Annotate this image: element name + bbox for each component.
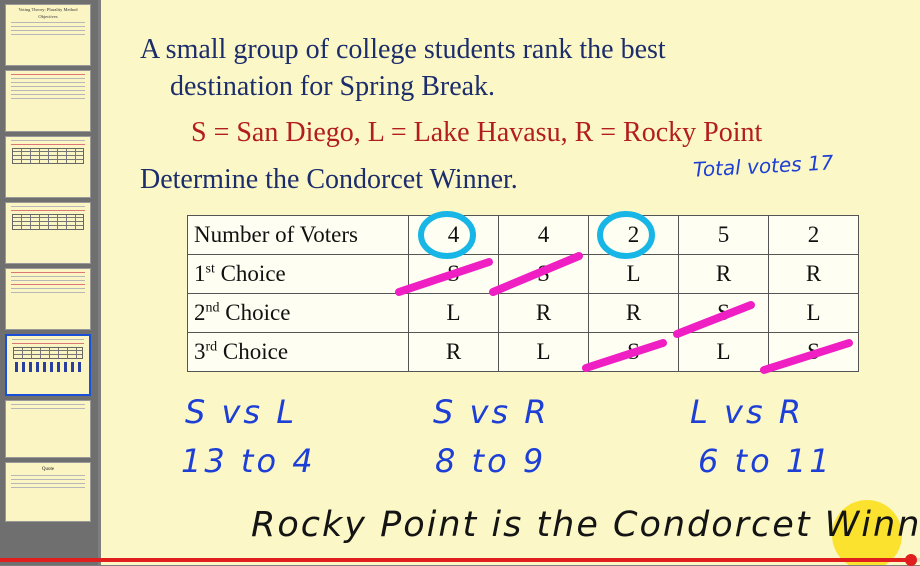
video-progress-bar[interactable] [0,558,920,562]
choice-cell: S [498,254,589,294]
choice-cell: S [768,332,859,372]
choice-cell: L [588,254,679,294]
voter-count-cell: 4 [498,215,589,255]
slide-canvas: A small group of college students rank t… [101,0,920,565]
slide-thumbnail-1[interactable]: Voting Theory: Plurality Method Objectiv… [5,4,91,66]
choice-cell: L [768,293,859,333]
question-line-1: A small group of college students rank t… [140,34,666,65]
thumbnail-title: Voting Theory: Plurality Method [18,7,78,12]
slide-thumbnail-7[interactable] [5,400,91,458]
conclusion-note: Rocky Point is the Condorcet Winner. [251,505,920,545]
choice-cell: L [408,293,499,333]
pairwise-score: 8 to 9 [435,442,547,480]
pairwise-score: 6 to 11 [698,442,833,480]
task-statement: Determine the Condorcet Winner. [140,164,518,195]
slide-thumbnail-2[interactable] [5,70,91,132]
choice-cell: R [588,293,679,333]
choice-cell: S [408,254,499,294]
thumbnail-subtitle: Objectives [38,14,58,19]
header-cell: Number of Voters [187,215,409,255]
preference-table: Number of Voters 4 4 2 5 2 1st Choice S … [187,215,859,372]
choice-cell: R [678,254,769,294]
row-label: 1st Choice [187,254,409,294]
row-label: 2nd Choice [187,293,409,333]
slide-thumbnail-8[interactable]: Quote [5,462,91,522]
choice-cell: L [498,332,589,372]
pairwise-label: S vs R [433,393,550,431]
slide-thumbnail-5[interactable] [5,268,91,330]
thumbnail-quote-title: Quote [41,467,55,472]
slide-thumbnail-panel: Voting Theory: Plurality Method Objectiv… [0,0,98,565]
table-row-second-choice: 2nd Choice L R R S L [187,293,859,333]
voter-count-cell: 4 [408,215,499,255]
choice-cell: L [678,332,769,372]
table-row-voters: Number of Voters 4 4 2 5 2 [187,215,859,255]
pairwise-score: 13 to 4 [181,442,316,480]
total-votes-note: Total votes 17 [692,150,834,182]
slide-thumbnail-6-active[interactable] [5,334,91,396]
table-row-third-choice: 3rd Choice R L S L S [187,332,859,372]
voter-count-cell: 5 [678,215,769,255]
destination-legend: S = San Diego, L = Lake Havasu, R = Rock… [191,117,763,148]
pairwise-label: L vs R [690,393,805,431]
choice-cell: S [588,332,679,372]
question-line-2: destination for Spring Break. [170,71,496,102]
choice-cell: R [408,332,499,372]
pairwise-label: S vs L [185,393,298,431]
row-label: 3rd Choice [187,332,409,372]
choice-cell: S [678,293,769,333]
video-scrubber-handle[interactable] [904,554,917,566]
slide-thumbnail-3[interactable] [5,136,91,198]
video-progress-fill [0,558,911,562]
voter-count-cell: 2 [768,215,859,255]
slide-thumbnail-4[interactable] [5,202,91,264]
voter-count-cell: 2 [588,215,679,255]
table-row-first-choice: 1st Choice S S L R R [187,254,859,294]
pointer-highlight [832,500,902,565]
choice-cell: R [768,254,859,294]
choice-cell: R [498,293,589,333]
